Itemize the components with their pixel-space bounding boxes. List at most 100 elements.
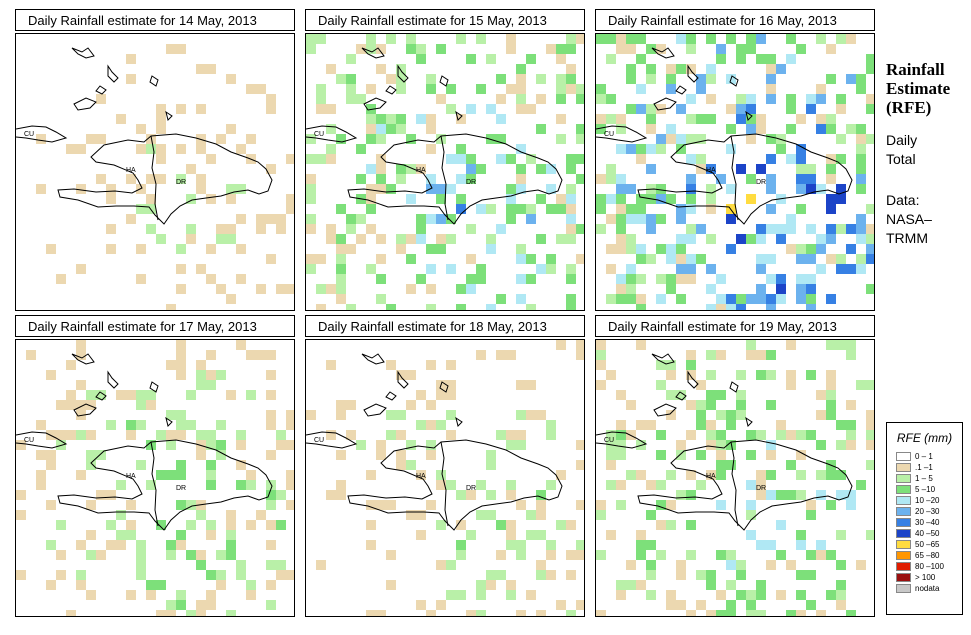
- rainfall-cell: [486, 510, 496, 520]
- rainfall-cell: [846, 340, 856, 350]
- rainfall-cell: [256, 214, 266, 224]
- rainfall-cell: [686, 550, 696, 560]
- rainfall-cell: [646, 570, 656, 580]
- island-coastline: [165, 110, 173, 121]
- rainfall-cell: [436, 390, 446, 400]
- rainfall-cell: [446, 84, 456, 94]
- rainfall-cell: [146, 590, 156, 600]
- rainfall-cell: [356, 214, 366, 224]
- rainfall-cell: [46, 460, 56, 470]
- rainfall-cell: [656, 274, 666, 284]
- rainfall-cell: [596, 84, 606, 94]
- island-coastline: [439, 75, 449, 87]
- rainfall-cell: [656, 194, 666, 204]
- rainfall-cell: [616, 450, 626, 460]
- rainfall-cell: [796, 244, 806, 254]
- rainfall-cell: [756, 114, 766, 124]
- rainfall-cell: [646, 560, 656, 570]
- rainfall-cell: [466, 224, 476, 234]
- rainfall-cell: [266, 410, 276, 420]
- rainfall-cell: [246, 480, 256, 490]
- rainfall-cell: [766, 184, 776, 194]
- rainfall-cell: [56, 430, 66, 440]
- rainfall-cell: [276, 520, 286, 530]
- rainfall-cell: [206, 600, 216, 610]
- rainfall-cell: [206, 470, 216, 480]
- rainfall-cell: [646, 590, 656, 600]
- rainfall-cell: [816, 550, 826, 560]
- rainfall-cell: [826, 550, 836, 560]
- rainfall-cell: [426, 114, 436, 124]
- rainfall-cell: [456, 114, 466, 124]
- rainfall-cell: [626, 560, 636, 570]
- rainfall-cell: [126, 390, 136, 400]
- rainfall-cell: [376, 134, 386, 144]
- rainfall-cell: [516, 430, 526, 440]
- rainfall-cell: [576, 340, 584, 350]
- rainfall-cell: [436, 94, 446, 104]
- rainfall-cell: [616, 430, 626, 440]
- rainfall-cell: [646, 104, 656, 114]
- rainfall-cell: [516, 174, 526, 184]
- rainfall-cell: [246, 390, 256, 400]
- rainfall-cell: [286, 420, 294, 430]
- rainfall-cell: [166, 430, 176, 440]
- rainfall-cell: [186, 234, 196, 244]
- rainfall-cell: [836, 94, 846, 104]
- rainfall-cell: [426, 174, 436, 184]
- rainfall-cell: [676, 244, 686, 254]
- rainfall-cell: [166, 470, 176, 480]
- rainfall-cell: [226, 124, 236, 134]
- rainfall-cell: [116, 390, 126, 400]
- rainfall-cell: [776, 490, 786, 500]
- rainfall-cell: [766, 174, 776, 184]
- rainfall-cell: [486, 570, 496, 580]
- rainfall-cell: [506, 84, 516, 94]
- rainfall-cell: [746, 350, 756, 360]
- rainfall-cell: [396, 244, 406, 254]
- rainfall-cell: [746, 340, 756, 350]
- rainfall-cell: [666, 134, 676, 144]
- rainfall-cell: [686, 470, 696, 480]
- rainfall-cell: [646, 74, 656, 84]
- rainfall-cell: [796, 540, 806, 550]
- rainfall-cell: [826, 400, 836, 410]
- legend-item: 65 –80: [896, 550, 962, 561]
- rainfall-cell: [496, 350, 506, 360]
- rainfall-cell: [66, 144, 76, 154]
- legend-swatch: [896, 584, 911, 593]
- dr-label: DR: [466, 179, 476, 186]
- rainfall-cell: [736, 410, 746, 420]
- rainfall-cell: [566, 204, 576, 214]
- rainfall-cell: [596, 360, 606, 370]
- rainfall-cell: [706, 570, 716, 580]
- rainfall-cell: [676, 570, 686, 580]
- rainfall-cell: [426, 360, 436, 370]
- rainfall-cell: [726, 560, 736, 570]
- rainfall-cell: [166, 600, 176, 610]
- rainfall-cell: [346, 74, 356, 84]
- rainfall-cell: [196, 560, 206, 570]
- rainfall-cell: [146, 224, 156, 234]
- dr-label: DR: [466, 485, 476, 492]
- rainfall-cell: [676, 204, 686, 214]
- rainfall-cell: [206, 430, 216, 440]
- rainfall-cell: [826, 340, 836, 350]
- rainfall-cell: [506, 440, 516, 450]
- rainfall-cell: [216, 284, 226, 294]
- rainfall-cell: [436, 194, 446, 204]
- rainfall-cell: [256, 224, 266, 234]
- rainfall-cell: [566, 520, 576, 530]
- rainfall-cell: [366, 500, 376, 510]
- rainfall-cell: [566, 224, 576, 234]
- rainfall-cell: [576, 254, 584, 264]
- rainfall-cell: [456, 304, 466, 310]
- rainfall-cell: [186, 610, 196, 616]
- rainfall-cell: [226, 610, 236, 616]
- rainfall-cell: [346, 84, 356, 94]
- haiti-label: HA: [706, 167, 716, 174]
- rainfall-cell: [266, 490, 276, 500]
- rainfall-cell: [686, 184, 696, 194]
- rainfall-cell: [186, 420, 196, 430]
- rainfall-cell: [856, 154, 866, 164]
